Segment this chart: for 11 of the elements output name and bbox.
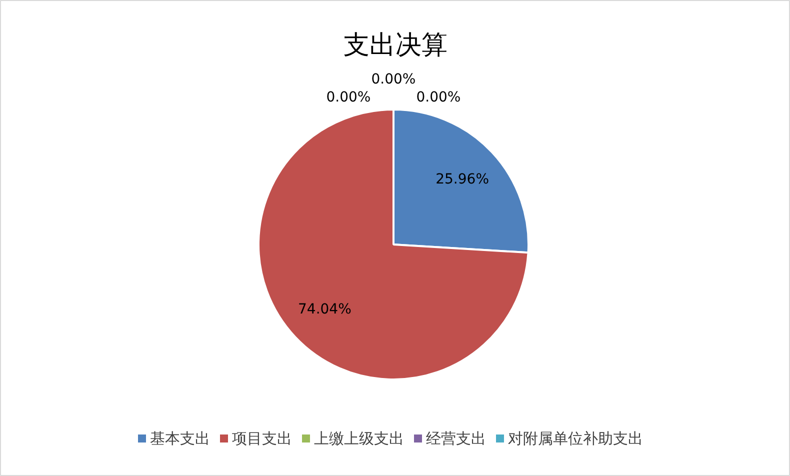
text: 0.00% (416, 90, 461, 106)
text: 0.00% (371, 72, 416, 88)
text: 0.00% (326, 90, 371, 106)
legend-label: 经营支出 (426, 430, 486, 448)
legend-label: 对附属单位补助支出 (508, 430, 643, 448)
data-label: 74.04% (298, 301, 352, 318)
legend-label: 上缴上级支出 (314, 430, 404, 448)
legend-label: 基本支出 (150, 430, 210, 448)
legend-label: 项目支出 (232, 430, 292, 448)
chart-title: 支出决算 (344, 30, 448, 60)
data-label: 25.96% (436, 172, 490, 188)
